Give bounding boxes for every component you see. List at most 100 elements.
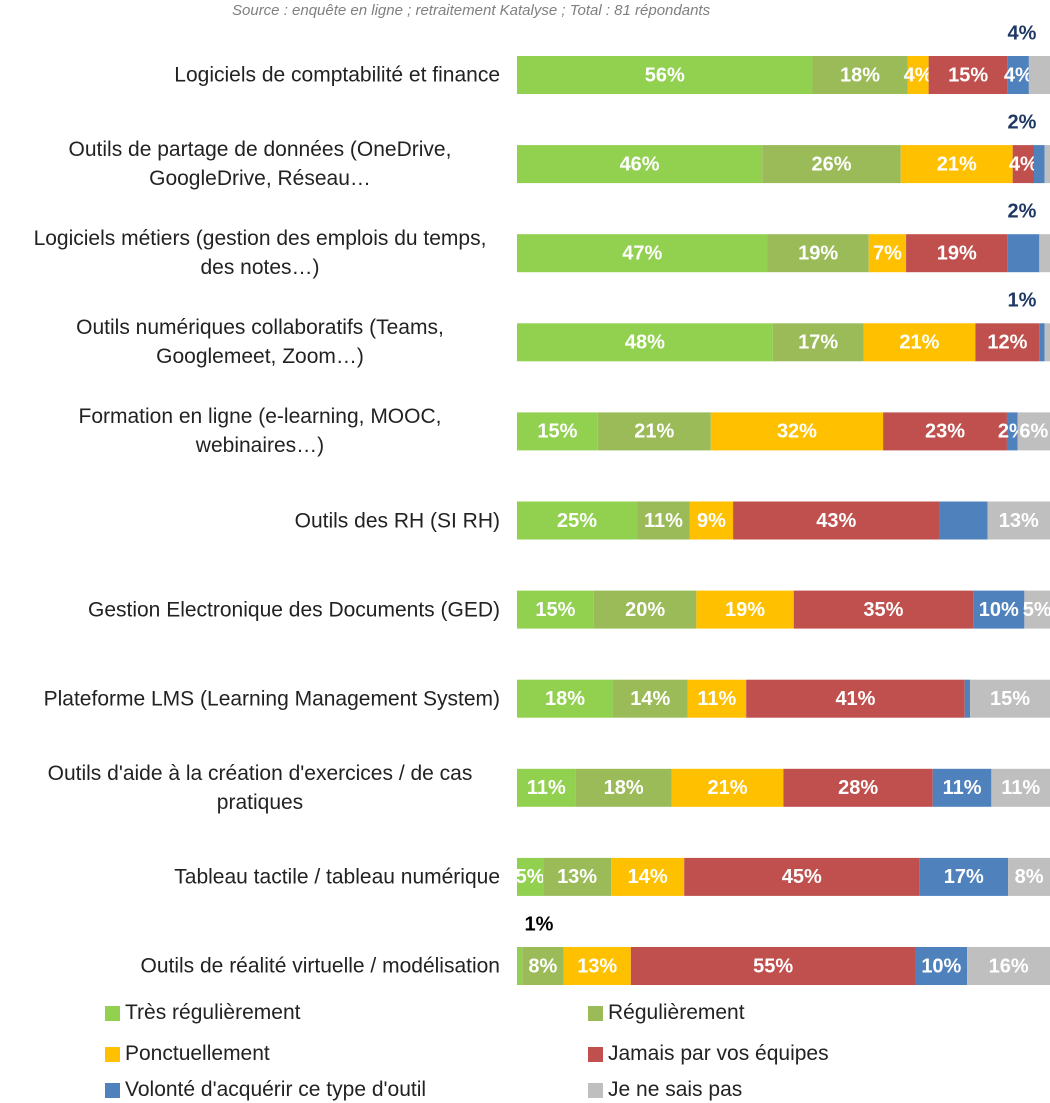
data-label: 19% [798, 242, 838, 264]
data-label: 41% [835, 688, 875, 710]
data-label: 48% [625, 332, 665, 354]
legend-swatch [588, 1006, 603, 1021]
bar-segment [517, 947, 523, 985]
bar-segment [772, 323, 864, 362]
bar-segment [1012, 145, 1035, 184]
bar-segment [1034, 145, 1045, 184]
bar-segment [783, 768, 933, 807]
bar-segment [907, 56, 929, 94]
bar-segment [733, 501, 940, 540]
legend-label-text: Jamais par vos équipes [608, 1042, 829, 1065]
data-label: 19% [725, 599, 765, 621]
data-label: 16% [989, 955, 1029, 977]
category-label: Outils numériques collaboratifs (Teams, … [0, 313, 500, 371]
category-label-text: Plateforme LMS (Learning Management Syst… [43, 687, 500, 711]
data-label: 13% [999, 510, 1039, 532]
data-label: 8% [1015, 866, 1044, 888]
data-label: 11% [943, 777, 982, 799]
data-label: 45% [782, 866, 822, 888]
bar-segment [517, 56, 813, 94]
data-label: 7% [873, 242, 902, 264]
category-label: Outils de partage de données (OneDrive, … [0, 135, 500, 193]
data-label: 15% [535, 599, 575, 621]
category-label: Plateforme LMS (Learning Management Syst… [0, 684, 500, 713]
category-label-text: Formation en ligne (e-learning, MOOC, we… [78, 405, 442, 458]
data-label: 14% [628, 866, 668, 888]
bar-segment [517, 590, 594, 629]
data-label: 4% [1004, 64, 1033, 86]
bar-segment [517, 323, 773, 362]
data-label: 26% [811, 153, 851, 175]
category-label: Outils d'aide à la création d'exercices … [0, 759, 500, 817]
data-label: 10% [979, 599, 1019, 621]
bar-segment [517, 679, 613, 718]
data-label: 11% [697, 688, 736, 710]
bar-segment [793, 590, 974, 629]
data-label: 5% [1023, 599, 1050, 621]
data-label: 10% [921, 955, 961, 977]
bar-segment [689, 501, 734, 540]
bar-segment [637, 501, 690, 540]
bar-segment [517, 145, 763, 184]
data-label: 11% [527, 777, 566, 799]
bar-segment [906, 234, 1008, 273]
data-label: 56% [645, 64, 685, 86]
category-label-text: Outils des RH (SI RH) [294, 509, 500, 532]
legend-swatch [588, 1047, 603, 1062]
data-label: 15% [948, 64, 988, 86]
legend-swatch [105, 1047, 120, 1062]
data-label: 35% [863, 599, 903, 621]
bar-segment [684, 857, 920, 896]
data-label: 9% [697, 510, 726, 532]
bar-segment [517, 412, 598, 451]
bar-segment [612, 679, 688, 718]
category-label: Logiciels de comptabilité et finance [0, 61, 500, 90]
bar-segment [563, 947, 631, 985]
data-label: 23% [925, 421, 965, 443]
data-label: 18% [604, 777, 644, 799]
category-label: Outils de réalité virtuelle / modélisati… [0, 952, 500, 981]
legend-label: Très régulièrement [125, 1001, 300, 1025]
bar-segment [1007, 56, 1029, 94]
bar-segment [883, 412, 1007, 451]
bar-segment [630, 947, 916, 985]
bar-segment [964, 679, 971, 718]
data-label: 21% [708, 777, 748, 799]
data-label: 15% [537, 421, 577, 443]
data-label: 25% [557, 510, 597, 532]
data-label: 14% [630, 688, 670, 710]
bar-segment [517, 857, 544, 896]
data-label: 21% [937, 153, 977, 175]
bar-segment [671, 768, 784, 807]
bar-segment [1006, 412, 1018, 451]
bar-segment [973, 590, 1025, 629]
bar-segment [522, 947, 564, 985]
data-label: 18% [840, 64, 880, 86]
bar-segment [575, 768, 672, 807]
legend-swatch [105, 1083, 120, 1098]
chart-subtitle: Source : enquête en ligne ; retraitement… [232, 2, 711, 19]
legend-label-text: Régulièrement [608, 1001, 745, 1024]
bar-segment [611, 857, 685, 896]
data-label: 11% [644, 510, 683, 532]
data-label: 8% [528, 955, 557, 977]
legend-label: Ponctuellement [125, 1042, 270, 1066]
bar-segment [696, 590, 794, 629]
bar-segment [762, 145, 901, 184]
data-label: 1% [525, 913, 554, 935]
category-label-text: Outils de réalité virtuelle / modélisati… [140, 954, 500, 978]
legend-label: Jamais par vos équipes [608, 1042, 829, 1066]
data-label: 21% [899, 332, 939, 354]
legend-label-text: Je ne sais pas [608, 1078, 743, 1101]
data-label: 43% [816, 510, 856, 532]
bar-segment [597, 412, 711, 451]
data-label: 19% [937, 242, 977, 264]
data-label: 55% [753, 955, 793, 977]
data-label: 2% [1008, 111, 1037, 133]
category-label-text: Outils d'aide à la création d'exercices … [47, 761, 473, 814]
bar-segment [900, 145, 1013, 184]
bar-segment [812, 56, 908, 94]
category-label-text: Outils numériques collaboratifs (Teams, … [76, 316, 444, 369]
legend-swatch [105, 1006, 120, 1021]
bar-segment [915, 947, 968, 985]
